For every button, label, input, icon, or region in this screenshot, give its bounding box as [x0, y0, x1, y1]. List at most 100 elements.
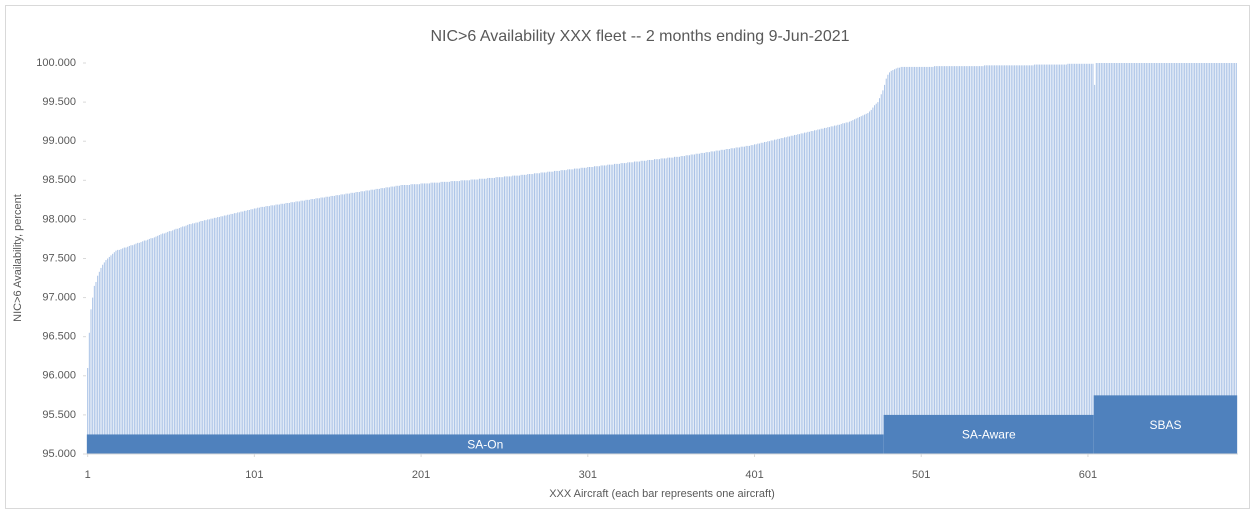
bar	[410, 184, 412, 454]
bar	[790, 135, 792, 454]
y-tick-label: 98.500	[42, 174, 76, 186]
bar	[622, 163, 624, 454]
bar	[462, 180, 464, 455]
bar	[363, 191, 365, 455]
bar	[1070, 63, 1072, 454]
bar	[293, 202, 295, 454]
bar	[1039, 64, 1041, 455]
bar	[292, 202, 294, 454]
bar	[212, 218, 214, 454]
bar	[1205, 63, 1207, 454]
bar	[525, 174, 527, 455]
bar	[837, 124, 839, 454]
bar	[182, 226, 184, 454]
region-label: SBAS	[1149, 418, 1181, 432]
bar	[985, 65, 987, 454]
bar	[690, 154, 692, 454]
bar	[537, 173, 539, 454]
bar	[832, 126, 834, 454]
bar	[820, 128, 822, 455]
bar	[400, 184, 402, 454]
bar	[223, 215, 225, 454]
bar	[1075, 63, 1077, 454]
bar	[902, 66, 904, 454]
bar	[655, 159, 657, 454]
bar	[158, 235, 160, 454]
bar	[147, 239, 149, 454]
bar	[1167, 63, 1169, 454]
bar	[1222, 63, 1224, 454]
bar	[597, 166, 599, 454]
bar	[190, 224, 192, 454]
bar	[1147, 63, 1149, 454]
bar	[715, 150, 717, 455]
bar	[685, 155, 687, 454]
bar	[680, 156, 682, 455]
bar	[914, 66, 916, 454]
bar	[1177, 63, 1179, 454]
bar	[875, 103, 877, 454]
bar	[1120, 63, 1122, 454]
bar	[472, 179, 474, 454]
bar	[794, 134, 796, 454]
bar	[960, 66, 962, 455]
bar	[378, 188, 380, 455]
bar	[393, 186, 395, 454]
bar	[627, 162, 629, 454]
bar	[947, 66, 949, 455]
bar	[1114, 63, 1116, 454]
x-tick-label: 101	[245, 469, 263, 481]
bar	[210, 218, 212, 454]
bar	[275, 204, 277, 454]
bar	[353, 192, 355, 454]
bar	[827, 127, 829, 455]
bar	[1037, 64, 1039, 455]
bar	[103, 262, 105, 454]
bar	[468, 180, 470, 455]
bar	[719, 150, 721, 455]
bar	[987, 65, 989, 454]
bar	[273, 205, 275, 454]
bar	[785, 137, 787, 455]
bar	[518, 175, 520, 454]
bar	[885, 78, 887, 454]
bar	[894, 69, 896, 455]
bar	[677, 156, 679, 454]
bar	[300, 200, 302, 454]
bar	[997, 65, 999, 454]
bar	[522, 174, 524, 455]
bar	[959, 66, 961, 455]
bar	[712, 151, 714, 454]
bar	[648, 159, 650, 454]
bar	[282, 203, 284, 454]
bar	[664, 158, 666, 455]
bar	[140, 242, 142, 454]
bar	[87, 367, 89, 454]
bar	[520, 174, 522, 455]
bar	[367, 190, 369, 454]
bar	[1082, 63, 1084, 454]
bar	[1157, 63, 1159, 454]
bar	[155, 236, 157, 454]
bar	[817, 129, 819, 454]
bar	[982, 66, 984, 455]
bar	[205, 220, 207, 454]
bar	[548, 171, 550, 454]
bar	[640, 160, 642, 454]
bar	[168, 231, 170, 454]
bar	[332, 195, 334, 454]
bar	[795, 134, 797, 454]
bar	[458, 181, 460, 454]
bar	[643, 160, 645, 454]
region-label: SA-Aware	[962, 428, 1016, 442]
bar	[553, 170, 555, 454]
bar	[658, 159, 660, 454]
region-band	[1093, 395, 1238, 454]
bar	[335, 195, 337, 454]
bar	[653, 159, 655, 454]
bar	[582, 167, 584, 454]
bar	[859, 116, 861, 454]
bar	[1214, 63, 1216, 454]
bar	[935, 66, 937, 455]
bar	[730, 148, 732, 454]
